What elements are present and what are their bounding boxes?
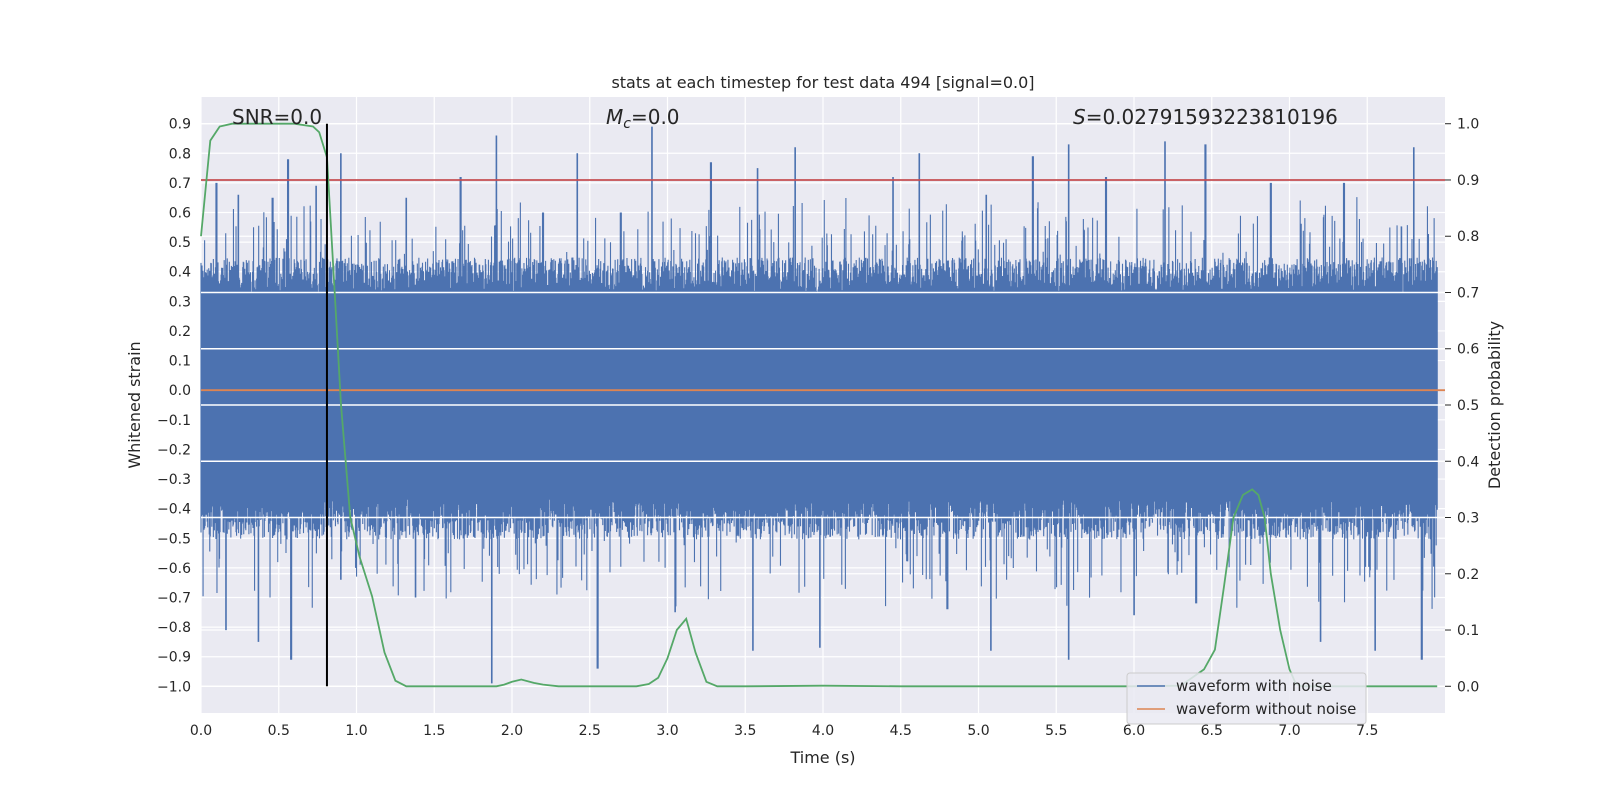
x-tick-label: 0.0 <box>190 723 212 739</box>
ticks: 0.0 0.5 1.0 1.5 2.0 2.5 3.0 3.5 4.0 4.5 5.0 5.5 6.0 6… <box>157 117 1479 739</box>
x-tick-label: 4.0 <box>812 723 834 739</box>
y-tick-label: 0.5 <box>169 235 191 251</box>
x-tick-label: 3.5 <box>734 723 756 739</box>
x-tick-label: 2.0 <box>501 723 523 739</box>
y-tick-label: −0.4 <box>157 502 191 518</box>
x-tick-label: 5.5 <box>1045 723 1067 739</box>
x-tick-label: 5.0 <box>967 723 989 739</box>
y-tick-label: 0.0 <box>169 383 191 399</box>
overlay <box>200 122 1445 688</box>
y-tick-label: −0.6 <box>157 561 191 577</box>
x-tick-label: 0.5 <box>268 723 290 739</box>
mc-annotation: Mc=0.0 <box>606 105 680 132</box>
x-axis-label: Time (s) <box>789 748 855 767</box>
y-tick-label: −0.1 <box>157 413 191 429</box>
x-tick-label: 6.5 <box>1201 723 1223 739</box>
x-tick-label: 4.5 <box>890 723 912 739</box>
detection-probability-line <box>200 122 1438 688</box>
x-tick-label: 7.5 <box>1356 723 1378 739</box>
y2-tick-label: 0.0 <box>1457 679 1479 695</box>
y2-tick-label: 0.8 <box>1457 229 1479 245</box>
y-tick-label: 0.6 <box>169 206 191 222</box>
y-tick-label: 0.2 <box>169 324 191 340</box>
y2-tick-label: 0.5 <box>1457 398 1479 414</box>
mc-value: =0.0 <box>631 105 680 129</box>
y2-tick-label: 0.2 <box>1457 567 1479 583</box>
y-tick-label: −0.8 <box>157 620 191 636</box>
x-tick-label: 3.0 <box>656 723 678 739</box>
x-tick-label: 7.0 <box>1278 723 1300 739</box>
y-tick-label: 0.4 <box>169 265 191 281</box>
y-tick-label: 0.3 <box>169 294 191 310</box>
chart-title: stats at each timestep for test data 494… <box>611 73 1034 92</box>
y2-tick-label: 0.6 <box>1457 342 1479 358</box>
s-annotation: S=0.02791593223810196 <box>1073 105 1338 129</box>
mc-subscript: c <box>623 116 631 132</box>
legend-label-clean: waveform without noise <box>1176 700 1356 718</box>
y2-axis-label: Detection probability <box>1485 321 1504 489</box>
legend: waveform with noise waveform without noi… <box>1126 672 1367 725</box>
legend-label-noise: waveform with noise <box>1176 677 1332 695</box>
s-value: =0.02791593223810196 <box>1086 105 1338 129</box>
s-symbol: S <box>1073 105 1086 129</box>
mc-symbol: M <box>606 105 623 129</box>
y-tick-label: 0.1 <box>169 354 191 370</box>
y2-tick-label: 0.1 <box>1457 623 1479 639</box>
x-tick-label: 1.5 <box>423 723 445 739</box>
y2-tick-label: 1.0 <box>1457 117 1479 133</box>
y-tick-label: −1.0 <box>157 679 191 695</box>
y2-tick-label: 0.7 <box>1457 285 1479 301</box>
y-tick-label: −0.5 <box>157 531 191 547</box>
y-tick-label: −0.3 <box>157 472 191 488</box>
y2-tick-label: 0.9 <box>1457 173 1479 189</box>
legend-box <box>1126 672 1367 725</box>
y2-tick-label: 0.3 <box>1457 511 1479 527</box>
x-tick-label: 6.0 <box>1123 723 1145 739</box>
y-tick-label: 0.9 <box>169 117 191 133</box>
y-axis-label: Whitened strain <box>125 341 144 468</box>
x-tick-label: 1.0 <box>345 723 367 739</box>
y-tick-label: −0.2 <box>157 442 191 458</box>
x-tick-label: 2.5 <box>579 723 601 739</box>
snr-annotation: SNR=0.0 <box>232 105 322 129</box>
y2-tick-label: 0.4 <box>1457 454 1479 470</box>
y-tick-label: 0.8 <box>169 146 191 162</box>
y-tick-label: −0.7 <box>157 591 191 607</box>
y-tick-label: 0.7 <box>169 176 191 192</box>
y-tick-label: −0.9 <box>157 650 191 666</box>
